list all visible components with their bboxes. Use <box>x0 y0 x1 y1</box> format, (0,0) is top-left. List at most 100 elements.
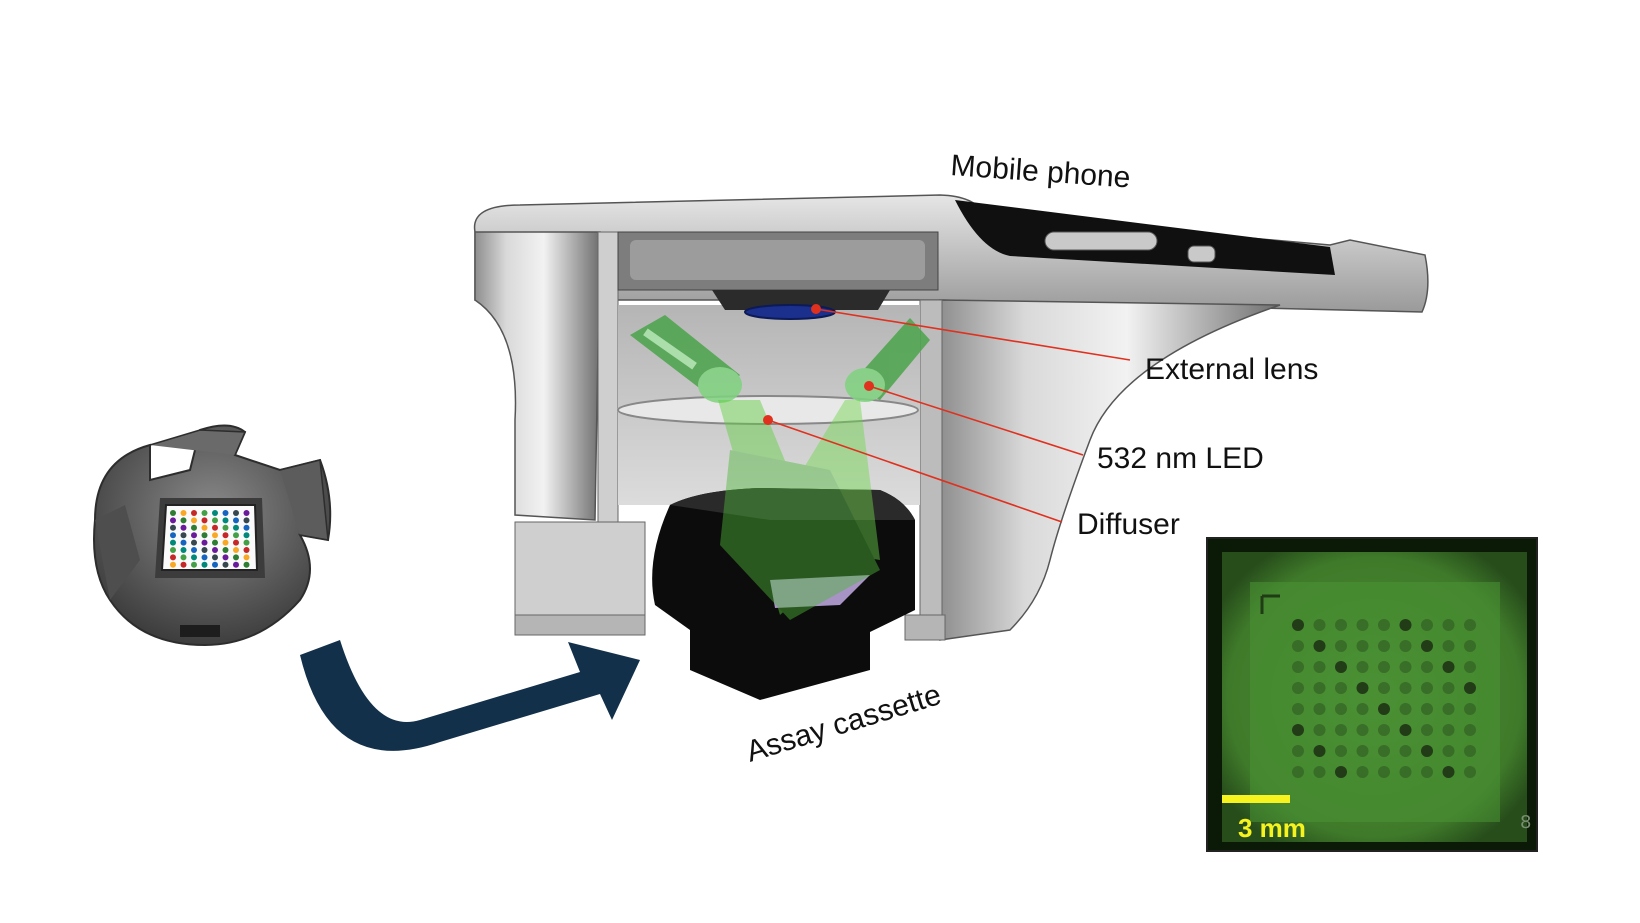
fluorescence-spot <box>1335 745 1347 757</box>
fluorescence-spot <box>1442 640 1455 652</box>
assay-spot <box>170 524 176 531</box>
fluorescence-spot <box>1313 661 1326 673</box>
fluorescence-spot <box>1442 766 1455 778</box>
label-mobile-phone: Mobile phone <box>950 149 1132 194</box>
fluorescence-spot <box>1464 640 1476 652</box>
fluorescence-spot <box>1313 640 1326 652</box>
annotation-lines <box>767 308 1131 523</box>
fluorescence-spot <box>1335 766 1347 778</box>
assay-spot <box>222 524 229 531</box>
assay-spot <box>191 510 197 516</box>
fluorescence-spot-array <box>1292 619 1476 778</box>
fluorescence-spot <box>1464 703 1476 715</box>
assay-spot <box>201 517 208 524</box>
fluorescence-spot <box>1378 703 1390 715</box>
assay-spot <box>170 517 176 524</box>
fluorescence-spot <box>1292 619 1304 631</box>
assay-spot <box>201 561 208 568</box>
assay-spot <box>233 510 239 516</box>
assay-spot <box>212 532 218 539</box>
fluorescence-spot <box>1335 703 1347 715</box>
fluorescence-spot <box>1356 724 1369 736</box>
fluorescence-spot <box>1442 703 1455 715</box>
fluorescence-spot <box>1335 724 1347 736</box>
fluorescence-spot <box>1464 682 1476 694</box>
assay-spot <box>243 510 250 516</box>
assay-spot <box>243 539 250 546</box>
assay-spot <box>170 532 176 539</box>
fluorescence-spot <box>1464 766 1476 778</box>
assay-spot <box>233 539 239 546</box>
fluorescence-inset: 3 mm 8 <box>1206 537 1538 852</box>
inset-corner-number: 8 <box>1520 812 1531 833</box>
assay-spot <box>180 554 187 561</box>
assay-spot <box>233 524 239 531</box>
device-housing <box>473 194 1429 700</box>
fluorescence-spot <box>1399 682 1412 694</box>
curved-arrow-icon <box>300 640 640 751</box>
scale-bar-label: 3 mm <box>1238 813 1306 843</box>
label-external-lens: External lens <box>1145 353 1318 386</box>
fluorescence-spot <box>1313 619 1326 631</box>
fluorescence-spot <box>1464 724 1476 736</box>
assay-spot <box>212 547 218 553</box>
assay-spot-array <box>170 510 250 568</box>
fluorescence-spot <box>1356 745 1369 757</box>
assay-spot <box>233 547 239 553</box>
assay-spot <box>180 547 187 553</box>
assay-spot <box>222 510 229 516</box>
fluorescence-spot <box>1442 682 1455 694</box>
assay-spot <box>212 554 218 561</box>
assay-spot <box>222 561 229 568</box>
fluorescence-spot <box>1399 619 1412 631</box>
assay-spot <box>243 561 250 568</box>
fluorescence-spot <box>1399 766 1412 778</box>
fluorescence-spot <box>1399 703 1412 715</box>
fluorescence-spot <box>1335 640 1347 652</box>
fluorescence-spot <box>1464 661 1476 673</box>
fluorescence-spot <box>1399 724 1412 736</box>
assay-spot <box>170 554 176 561</box>
fluorescence-spot <box>1292 766 1304 778</box>
fluorescence-spot <box>1292 640 1304 652</box>
assay-spot <box>191 539 197 546</box>
fluorescence-spot <box>1464 619 1476 631</box>
fluorescence-spot <box>1421 703 1433 715</box>
assay-spot <box>170 561 176 568</box>
assay-spot <box>212 517 218 524</box>
assay-spot <box>243 554 250 561</box>
assay-cassette <box>652 488 915 700</box>
assay-spot <box>212 510 218 516</box>
assay-spot <box>180 524 187 531</box>
fluorescence-spot <box>1335 661 1347 673</box>
fluorescence-spot <box>1421 766 1433 778</box>
fluorescence-spot <box>1378 682 1390 694</box>
scale-bar <box>1222 795 1290 803</box>
fluorescence-spot <box>1356 703 1369 715</box>
fluorescence-spot <box>1356 619 1369 631</box>
fluorescence-spot <box>1442 745 1455 757</box>
assay-spot <box>191 524 197 531</box>
assay-spot <box>191 532 197 539</box>
assay-spot <box>191 554 197 561</box>
phone-button <box>1044 231 1158 251</box>
assay-spot <box>180 510 187 516</box>
fluorescence-spot <box>1421 724 1433 736</box>
fluorescence-spot <box>1335 682 1347 694</box>
fluorescence-spot <box>1421 619 1433 631</box>
assay-spot <box>191 561 197 568</box>
fluorescence-spot <box>1442 724 1455 736</box>
fluorescence-spot <box>1356 682 1369 694</box>
assay-spot <box>170 539 176 546</box>
assay-spot <box>222 539 229 546</box>
fluorescence-spot <box>1421 640 1433 652</box>
assay-spot <box>233 517 239 524</box>
fluorescence-spot <box>1335 619 1347 631</box>
fluorescence-spot <box>1356 766 1369 778</box>
assay-spot <box>180 561 187 568</box>
fluorescence-spot <box>1378 619 1390 631</box>
fluorescence-spot <box>1399 661 1412 673</box>
assay-spot <box>170 547 176 553</box>
assay-spot <box>222 517 229 524</box>
